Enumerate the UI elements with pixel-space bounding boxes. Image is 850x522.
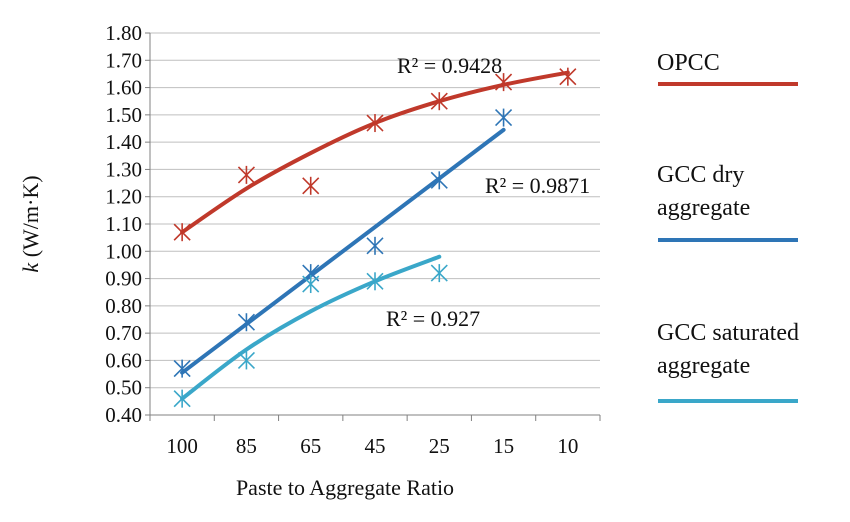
series-3-legend-label: aggregate [657, 353, 750, 379]
y-tick-label: 1.40 [105, 130, 142, 154]
y-tick-label: 0.40 [105, 403, 142, 427]
series-2-r2-label: R² = 0.9871 [485, 173, 590, 198]
y-tick-label: 1.70 [105, 48, 142, 72]
series-1-data-point [237, 165, 255, 184]
series-3-data-point [366, 272, 384, 291]
series-3-r2-label: R² = 0.927 [386, 306, 480, 331]
y-tick-label: 1.80 [105, 21, 142, 45]
series-3-data-point [302, 275, 320, 294]
x-tick-label: 100 [166, 434, 198, 458]
y-tick-label: 0.50 [105, 376, 142, 400]
series-1-data-point [366, 114, 384, 133]
y-tick-label: 0.60 [105, 348, 142, 372]
x-tick-label: 45 [365, 434, 386, 458]
y-tick-label: 1.30 [105, 157, 142, 181]
y-tick-label: 1.60 [105, 76, 142, 100]
y-tick-label: 1.00 [105, 239, 142, 263]
series-1-data-point [559, 67, 577, 86]
x-tick-label: 15 [493, 434, 514, 458]
x-tick-label: 10 [557, 434, 578, 458]
x-tick-label: 65 [300, 434, 321, 458]
y-tick-label: 0.90 [105, 267, 142, 291]
y-tick-label: 1.50 [105, 103, 142, 127]
series-2-data-point [430, 171, 448, 190]
grid-layer [150, 32, 600, 416]
x-tick-label: 25 [429, 434, 450, 458]
y-axis-title: k (W/m·K) [18, 175, 43, 272]
y-tick-label: 1.20 [105, 185, 142, 209]
series-3-data-point [173, 389, 191, 408]
marker-layer [173, 67, 577, 408]
y-axis-title-symbol: k [18, 262, 43, 273]
series-2-legend-label: aggregate [657, 195, 750, 221]
y-tick-label: 0.70 [105, 321, 142, 345]
series-1-r2-label: R² = 0.9428 [397, 53, 502, 78]
series-2-data-point [366, 236, 384, 255]
x-tick-label: 85 [236, 434, 257, 458]
series-2-data-point [173, 359, 191, 378]
label-layer: R² = 0.9428 R² = 0.9871 R² = 0.927 [386, 53, 590, 331]
series-1-legend-label: OPCC [657, 50, 720, 76]
axis-layer: 0.40 0.50 0.60 0.70 0.80 0.90 1.00 1.10 1.20 1.30… [18, 21, 601, 500]
y-tick-label: 0.80 [105, 294, 142, 318]
series-3-trendline [180, 254, 442, 401]
series-1-data-point [173, 223, 191, 242]
series-1-data-point [302, 176, 320, 195]
series-1-data-point [430, 92, 448, 111]
series-3-data-point [430, 264, 448, 283]
legend-layer: OPCC GCC dry aggregate GCC saturated aggrega… [657, 50, 799, 403]
series-2-data-point [495, 108, 513, 127]
y-tick-label: 1.10 [105, 212, 142, 236]
series-3-legend-label: GCC saturated [657, 320, 799, 346]
series-2-trendline [180, 127, 506, 375]
series-2-legend-label: GCC dry [657, 162, 744, 188]
y-axis-title-units: (W/m·K) [18, 175, 43, 262]
series-1-data-point [495, 73, 513, 92]
series-1-trendline [180, 70, 570, 235]
series-3-data-point [237, 351, 255, 370]
series-2-data-point [237, 313, 255, 332]
x-axis-title: Paste to Aggregate Ratio [236, 475, 454, 500]
